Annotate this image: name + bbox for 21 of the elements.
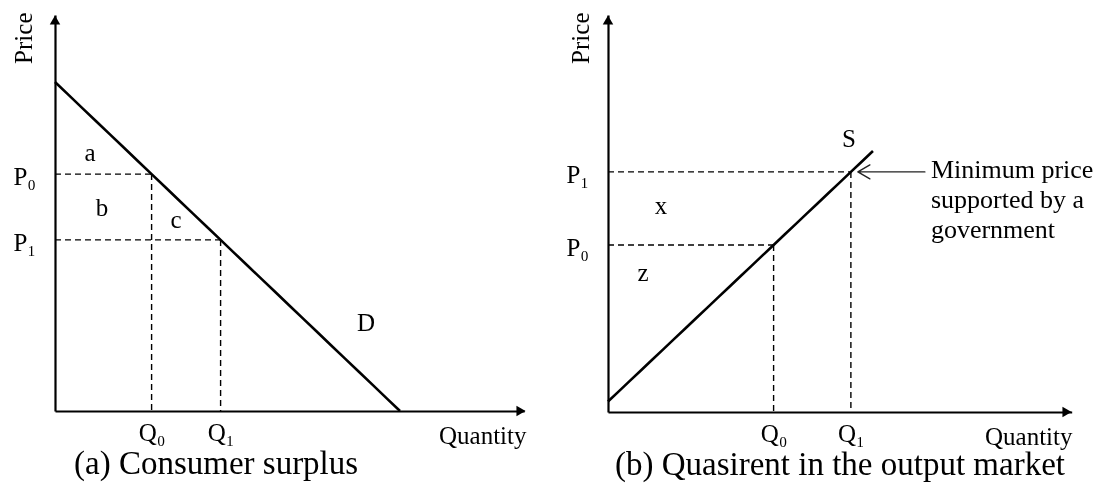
annotation: z	[637, 259, 649, 286]
text: P₁	[13, 229, 36, 256]
x-axis-title: Quantity	[985, 422, 1073, 450]
x-axis-title: Quantity	[439, 421, 527, 449]
text: (a) Consumer surplus	[74, 445, 359, 482]
x-tick-label: Q₁	[837, 419, 865, 447]
text: P₀	[13, 163, 36, 190]
annotation: a	[84, 139, 96, 166]
series-label: S	[842, 125, 856, 152]
annotation: x	[654, 192, 668, 219]
y-axis-title: Price	[566, 12, 594, 64]
annotation: c	[170, 206, 182, 233]
annotation: b	[95, 194, 109, 221]
text: P₁	[566, 161, 589, 188]
x-tick-label: Q₁	[207, 418, 235, 446]
series-label: D	[356, 309, 376, 337]
text: P₀	[566, 234, 589, 261]
y-axis-title: Price	[9, 12, 37, 64]
x-tick-label: Q₀	[138, 418, 166, 446]
annotation: Minimum price supported by a government	[930, 154, 1094, 244]
x-tick-label: Q₀	[760, 419, 788, 447]
